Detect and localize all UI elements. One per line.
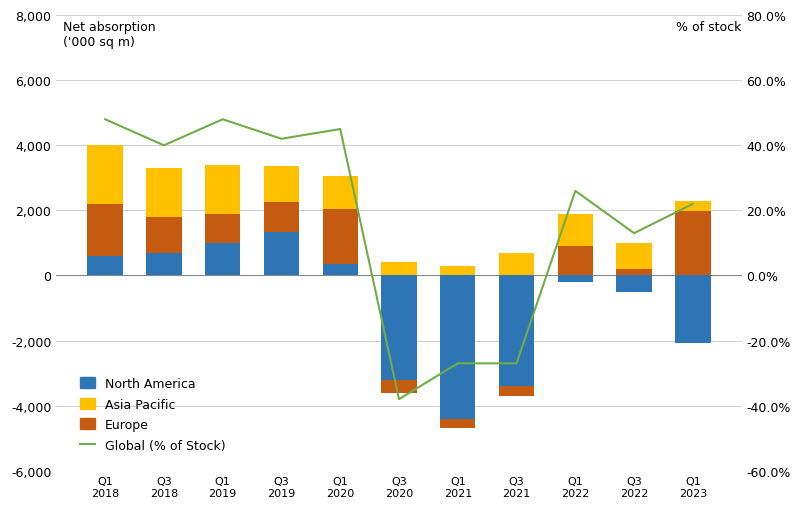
Bar <box>264 232 299 276</box>
Bar <box>146 253 181 276</box>
Bar <box>617 269 652 276</box>
Bar <box>382 263 416 276</box>
Bar <box>205 165 241 214</box>
Bar <box>557 247 593 276</box>
Bar <box>205 243 241 276</box>
Bar <box>617 276 652 292</box>
Bar <box>499 276 534 386</box>
Legend: North America, Asia Pacific, Europe, Global (% of Stock): North America, Asia Pacific, Europe, Glo… <box>76 374 229 456</box>
Bar <box>499 253 534 276</box>
Bar <box>557 214 593 247</box>
Bar <box>87 146 123 205</box>
Bar <box>146 217 181 253</box>
Bar <box>382 380 416 393</box>
Bar <box>264 167 299 203</box>
Bar <box>87 205 123 257</box>
Bar <box>382 276 416 380</box>
Bar <box>264 203 299 232</box>
Bar <box>617 243 652 269</box>
Text: % of stock: % of stock <box>676 21 742 34</box>
Bar <box>675 212 711 276</box>
Bar <box>675 276 711 344</box>
Text: Net absorption
('000 sq m): Net absorption ('000 sq m) <box>63 21 156 48</box>
Bar <box>205 214 241 243</box>
Bar <box>440 419 476 429</box>
Bar <box>440 266 476 276</box>
Bar <box>322 177 358 209</box>
Bar <box>322 265 358 276</box>
Bar <box>146 169 181 217</box>
Bar <box>322 209 358 265</box>
Bar <box>675 202 711 212</box>
Bar <box>557 276 593 282</box>
Bar <box>499 386 534 396</box>
Bar <box>87 257 123 276</box>
Bar <box>440 276 476 419</box>
